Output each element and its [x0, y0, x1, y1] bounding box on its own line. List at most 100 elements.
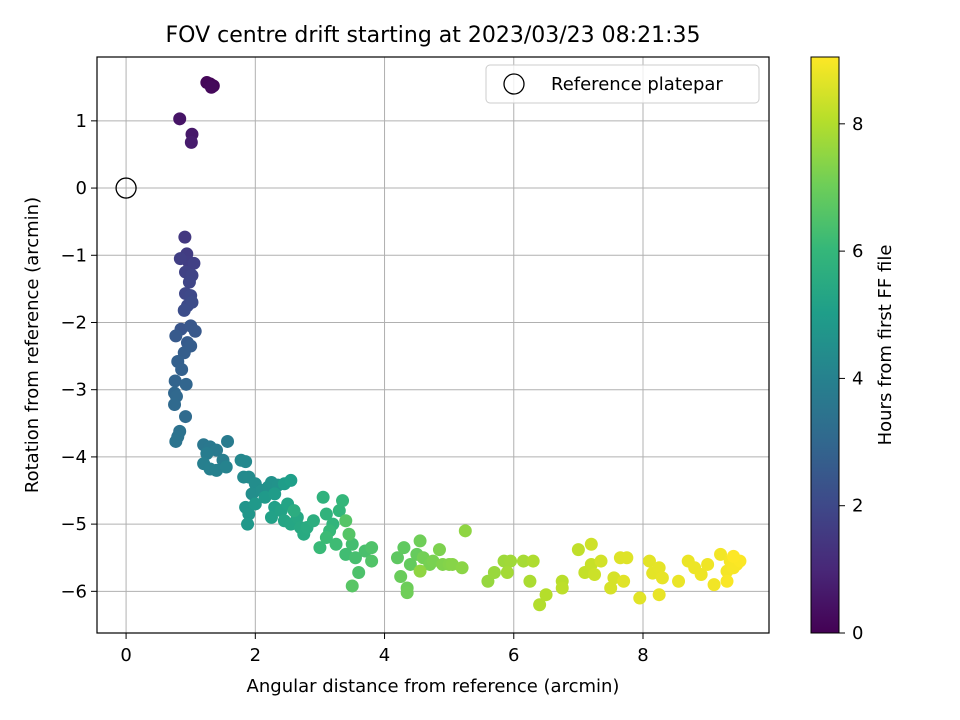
data-point	[539, 588, 553, 602]
data-point	[652, 588, 666, 602]
data-point	[200, 447, 214, 461]
data-point	[345, 537, 359, 551]
x-tick-label: 0	[120, 645, 131, 666]
data-point	[694, 568, 708, 582]
data-point	[306, 514, 320, 528]
data-point	[714, 547, 728, 561]
data-point	[707, 578, 721, 592]
data-point	[175, 363, 189, 377]
y-axis-ticks: 1 0 −1 −2 −3 −4 −5 −6	[60, 111, 97, 602]
data-point	[397, 541, 411, 555]
data-point	[390, 551, 404, 565]
data-point	[188, 324, 202, 338]
x-tick-label: 8	[637, 645, 648, 666]
data-point	[617, 574, 631, 588]
reference-point	[115, 177, 137, 199]
data-point	[526, 554, 540, 568]
legend-label: Reference platepar	[551, 74, 723, 95]
data-point	[284, 473, 298, 487]
colorbar-ticks: 0 2 4 6 8	[839, 114, 863, 644]
data-point	[241, 517, 255, 531]
colorbar-tick-label: 0	[852, 623, 863, 644]
data-point	[720, 574, 734, 588]
colorbar-gradient	[810, 56, 840, 634]
data-point	[726, 549, 740, 563]
data-point	[177, 303, 191, 317]
data-point	[319, 531, 333, 545]
data-point	[400, 586, 414, 600]
y-tick-label: 0	[76, 178, 87, 199]
data-point	[594, 554, 608, 568]
data-point	[319, 507, 333, 521]
legend: Reference platepar	[485, 64, 760, 104]
y-axis-label: Rotation from reference (arcmin)	[22, 197, 43, 493]
y-tick-label: 1	[76, 111, 87, 132]
y-tick-label: −2	[60, 312, 87, 333]
data-point	[403, 557, 417, 571]
data-point	[313, 541, 327, 555]
data-point	[179, 410, 193, 424]
data-point	[179, 377, 193, 391]
plot-frame	[96, 56, 770, 634]
data-point	[329, 537, 343, 551]
data-point	[523, 574, 537, 588]
data-point	[168, 374, 182, 388]
data-point	[184, 135, 198, 149]
data-point	[642, 554, 656, 568]
data-point	[264, 510, 278, 524]
data-point	[458, 524, 472, 538]
data-point	[242, 507, 256, 521]
data-point	[342, 527, 356, 541]
data-point	[633, 591, 647, 605]
data-point	[500, 566, 514, 580]
y-tick-label: −4	[60, 447, 87, 468]
data-point	[178, 230, 192, 244]
colorbar-tick-label: 8	[852, 114, 863, 135]
x-tick-label: 4	[379, 645, 390, 666]
data-point	[219, 460, 233, 474]
data-point	[555, 581, 569, 595]
data-point	[221, 434, 235, 448]
data-point	[584, 537, 598, 551]
data-point	[588, 568, 602, 582]
x-axis-label: Angular distance from reference (arcmin)	[247, 676, 620, 697]
data-point	[182, 275, 196, 289]
data-point	[655, 571, 669, 585]
data-point	[336, 494, 350, 508]
y-tick-label: −3	[60, 380, 87, 401]
chart-title: FOV centre drift starting at 2023/03/23 …	[166, 23, 701, 48]
y-tick-label: −1	[60, 245, 87, 266]
x-tick-label: 2	[250, 645, 261, 666]
data-point	[239, 455, 253, 469]
reference-marker	[115, 177, 137, 199]
data-point	[316, 490, 330, 504]
data-point	[352, 566, 366, 580]
legend-marker	[503, 73, 525, 95]
data-point	[504, 554, 518, 568]
data-point	[394, 570, 408, 584]
data-point	[620, 551, 634, 565]
data-point	[248, 497, 262, 511]
data-point	[204, 80, 218, 94]
colorbar-label: Hours from first FF file	[875, 245, 896, 446]
colorbar-tick-label: 6	[852, 241, 863, 262]
data-point	[348, 551, 362, 565]
data-point	[173, 252, 187, 266]
data-point	[365, 541, 379, 555]
y-tick-label: −5	[60, 514, 87, 535]
colorbar-tick-label: 4	[852, 368, 863, 389]
data-point	[533, 598, 547, 612]
data-point	[173, 112, 187, 126]
data-point	[168, 397, 182, 411]
x-axis-ticks: 0 2 4 6 8	[120, 633, 649, 666]
grid-lines	[97, 57, 769, 633]
legend-box	[485, 64, 760, 104]
data-point	[413, 564, 427, 578]
colorbar-tick-label: 2	[852, 496, 863, 517]
data-point	[455, 561, 469, 575]
data-point	[604, 581, 618, 595]
data-point	[432, 543, 446, 557]
data-point	[701, 557, 715, 571]
data-point	[187, 256, 201, 270]
